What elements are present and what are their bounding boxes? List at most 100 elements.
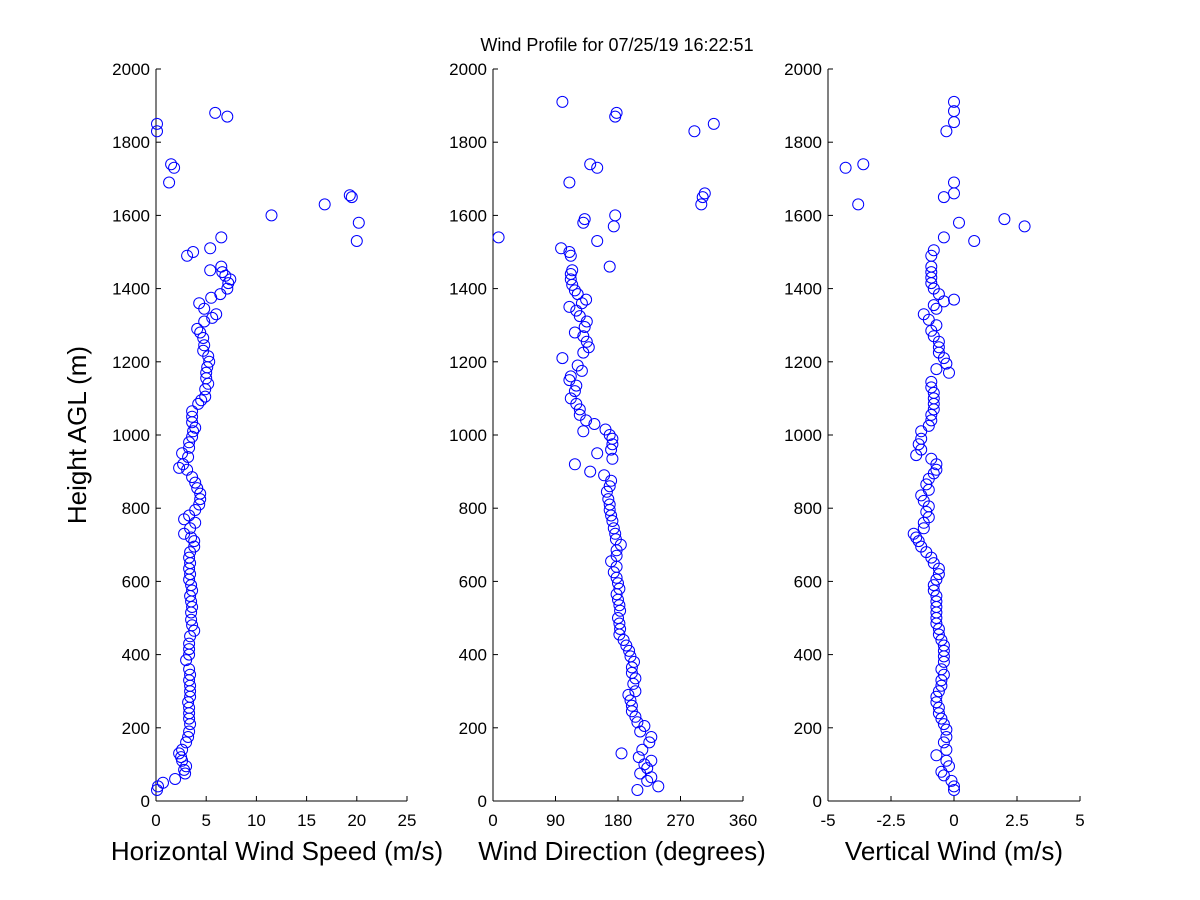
data-point bbox=[187, 425, 200, 438]
data-point bbox=[930, 595, 943, 608]
data-point bbox=[176, 447, 189, 460]
data-point bbox=[613, 599, 626, 612]
data-point bbox=[606, 432, 619, 445]
data-point bbox=[555, 242, 568, 255]
y-tick-label: 2000 bbox=[449, 60, 487, 79]
data-point bbox=[915, 425, 928, 438]
figure-title: Wind Profile for 07/25/19 16:22:51 bbox=[480, 35, 753, 55]
data-point bbox=[598, 469, 611, 482]
data-point bbox=[948, 95, 960, 108]
data-point bbox=[932, 623, 945, 635]
y-tick-label: 0 bbox=[141, 792, 150, 811]
y-tick-label: 800 bbox=[459, 499, 487, 518]
data-point bbox=[185, 531, 198, 544]
data-point bbox=[194, 326, 207, 339]
data-point bbox=[183, 643, 196, 656]
panel-horizontal-wind-speed: 0 200 400 600 800 1000 1200 1400 1600 1800 2000 0 5 1… bbox=[111, 60, 443, 866]
data-point bbox=[927, 330, 940, 343]
data-point bbox=[577, 330, 590, 343]
data-point bbox=[571, 359, 584, 372]
data-point bbox=[610, 106, 623, 119]
data-point bbox=[591, 235, 604, 247]
y-tick-label: 1800 bbox=[112, 133, 150, 152]
data-point bbox=[182, 451, 195, 463]
data-point bbox=[577, 425, 590, 438]
data-point bbox=[580, 293, 593, 306]
data-point bbox=[920, 478, 933, 491]
x-tick-label: 2.5 bbox=[1005, 811, 1029, 830]
data-point bbox=[917, 308, 930, 321]
y-tick-label: 1000 bbox=[784, 426, 822, 445]
data-point bbox=[688, 125, 701, 138]
data-point bbox=[352, 216, 365, 229]
data-point bbox=[930, 302, 943, 315]
data-point bbox=[183, 663, 196, 676]
data-point bbox=[940, 125, 953, 138]
data-point bbox=[925, 375, 938, 388]
x-tick-label: 270 bbox=[666, 811, 694, 830]
x-tick-label: 10 bbox=[247, 811, 266, 830]
y-tick-label: 0 bbox=[813, 792, 822, 811]
data-point bbox=[935, 765, 948, 778]
data-point bbox=[998, 213, 1011, 226]
data-point bbox=[937, 769, 950, 782]
data-point bbox=[600, 485, 613, 498]
data-point bbox=[210, 308, 223, 321]
data-point bbox=[189, 421, 202, 434]
data-point bbox=[636, 743, 649, 756]
data-point bbox=[631, 716, 644, 729]
y-tick-label: 800 bbox=[794, 499, 822, 518]
data-point bbox=[927, 392, 940, 405]
data-point bbox=[943, 760, 955, 773]
data-point bbox=[857, 158, 870, 171]
data-point bbox=[925, 414, 938, 427]
data-point bbox=[186, 410, 199, 423]
data-point bbox=[492, 231, 505, 244]
data-point bbox=[181, 249, 194, 262]
data-point bbox=[603, 260, 616, 273]
data-point bbox=[186, 430, 199, 443]
data-point bbox=[606, 515, 619, 527]
y-tick-label: 400 bbox=[794, 646, 822, 665]
y-tick-label: 200 bbox=[794, 719, 822, 738]
data-point bbox=[199, 390, 212, 403]
data-point bbox=[707, 117, 720, 130]
data-point bbox=[599, 423, 612, 436]
data-point bbox=[568, 326, 581, 339]
x-tick-label: -2.5 bbox=[876, 811, 905, 830]
data-point bbox=[927, 557, 940, 570]
data-point bbox=[564, 273, 577, 286]
data-point bbox=[937, 191, 950, 204]
y-tick-label: 1200 bbox=[449, 353, 487, 372]
data-point bbox=[194, 493, 207, 506]
data-point bbox=[564, 392, 577, 405]
data-point bbox=[940, 723, 953, 736]
data-point bbox=[183, 637, 196, 650]
panel-vertical-wind: 0 200 400 600 800 1000 1200 1400 1600 1800 2000 -5 -… bbox=[784, 60, 1085, 866]
data-point bbox=[917, 522, 930, 535]
data-point bbox=[345, 191, 358, 204]
data-point bbox=[169, 773, 182, 785]
data-point bbox=[221, 282, 234, 295]
data-point bbox=[191, 482, 204, 495]
data-point bbox=[151, 117, 163, 130]
data-point bbox=[189, 476, 202, 489]
y-tick-label: 200 bbox=[122, 719, 150, 738]
height-axis-label: Height AGL (m) bbox=[62, 346, 92, 524]
y-tick-label: 1800 bbox=[449, 133, 487, 152]
data-point bbox=[183, 441, 196, 454]
data-point bbox=[563, 300, 576, 313]
x-tick-label: -5 bbox=[820, 811, 835, 830]
data-point bbox=[910, 531, 923, 544]
data-point bbox=[573, 408, 586, 421]
data-point bbox=[930, 573, 943, 586]
data-point bbox=[185, 613, 198, 626]
data-point bbox=[209, 106, 222, 119]
data-point bbox=[173, 461, 186, 474]
data-point bbox=[638, 758, 651, 771]
data-point bbox=[350, 235, 363, 247]
data-point bbox=[948, 293, 960, 306]
data-point bbox=[925, 452, 938, 465]
data-point bbox=[953, 216, 965, 229]
data-point bbox=[925, 381, 938, 394]
